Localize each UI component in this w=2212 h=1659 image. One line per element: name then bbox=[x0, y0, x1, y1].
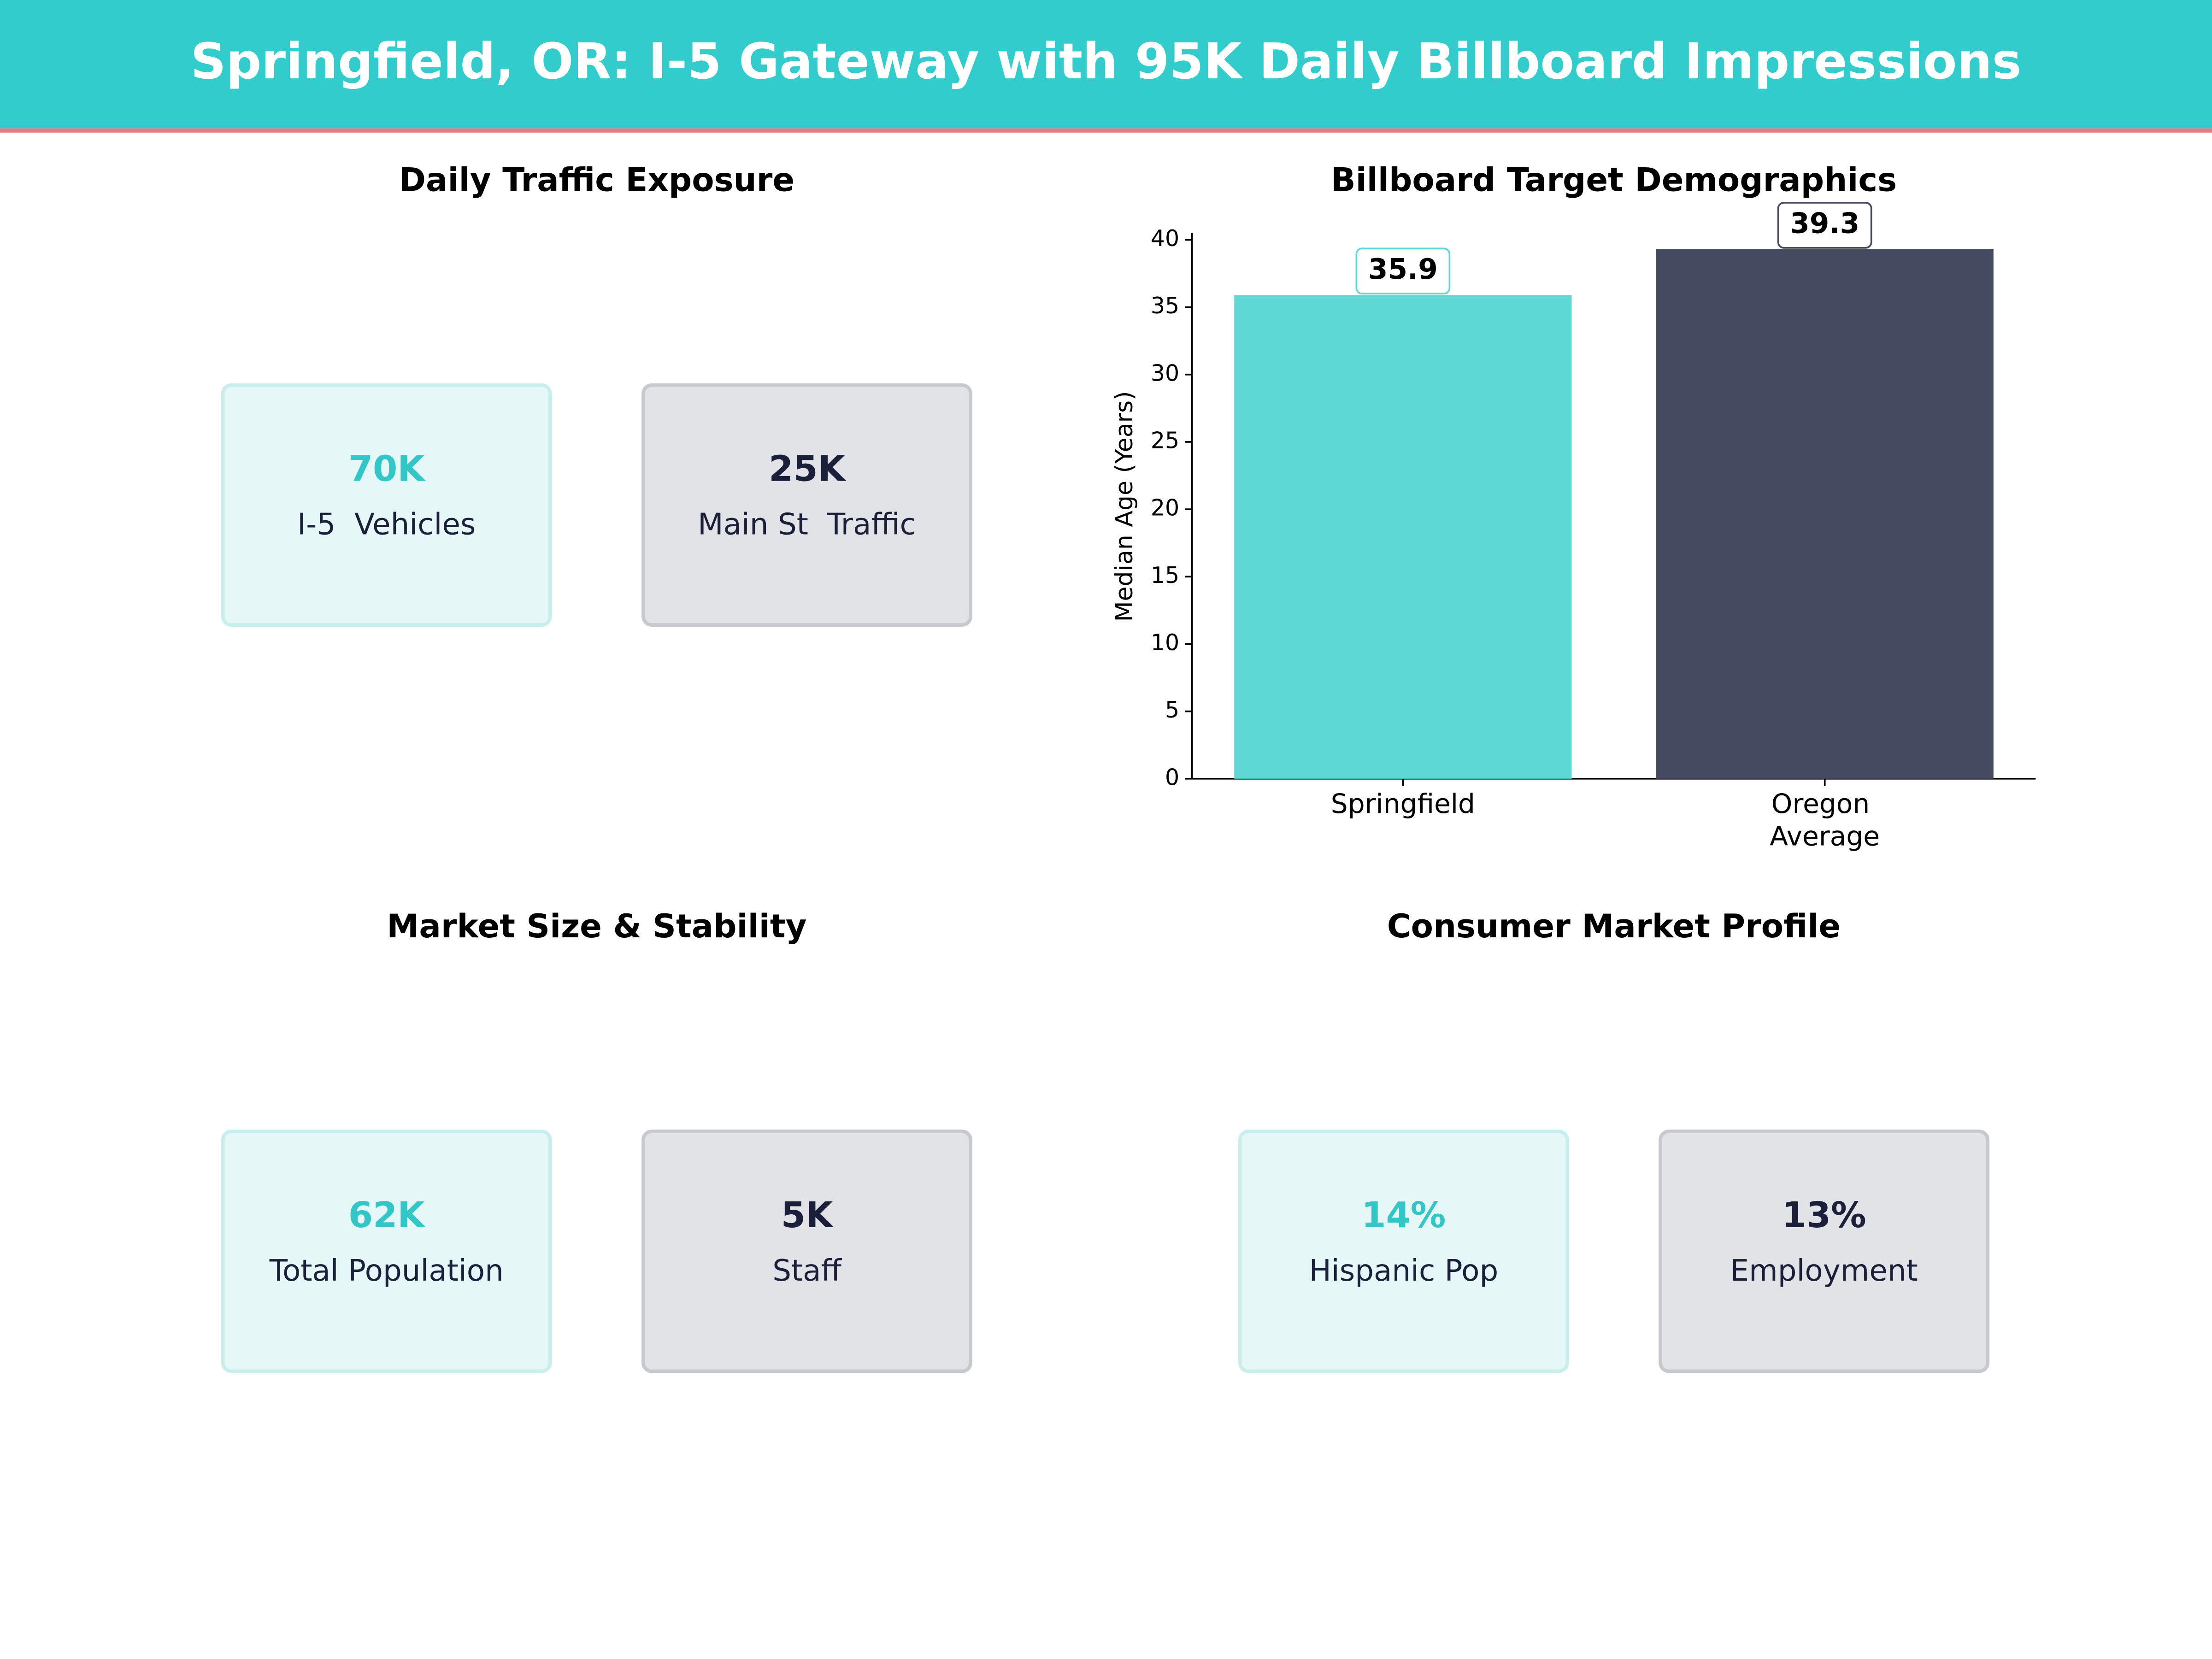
y-tick-label: 30 bbox=[1151, 360, 1179, 386]
y-tick-label: 10 bbox=[1151, 629, 1179, 656]
x-tick-label: Springfield bbox=[1331, 788, 1475, 819]
kpi-card bbox=[641, 1130, 972, 1373]
kpi-value: 25K bbox=[769, 448, 846, 489]
kpi-label: Hispanic Pop bbox=[1309, 1253, 1499, 1288]
kpi-value: 14% bbox=[1361, 1195, 1446, 1236]
y-axis-label: Median Age (Years) bbox=[1111, 391, 1138, 622]
header-rule bbox=[0, 128, 2212, 133]
x-tick-label: Oregon Average bbox=[1770, 788, 1880, 852]
value-label: 35.9 bbox=[1368, 253, 1438, 286]
kpi-label: Employment bbox=[1730, 1253, 1918, 1288]
kpi-card bbox=[1659, 1130, 1990, 1373]
y-tick-label: 20 bbox=[1151, 495, 1179, 521]
bar bbox=[1234, 295, 1572, 779]
panel-title: Consumer Market Profile bbox=[1387, 907, 1841, 945]
kpi-value: 70K bbox=[348, 448, 426, 489]
panel-title: Market Size & Stability bbox=[387, 907, 806, 945]
chart-title: Billboard Target Demographics bbox=[1331, 161, 1897, 199]
bar bbox=[1656, 249, 1994, 779]
kpi-label: Main St Traffic bbox=[698, 507, 916, 541]
page-title: Springfield, OR: I-5 Gateway with 95K Da… bbox=[190, 33, 2021, 90]
value-label: 39.3 bbox=[1790, 207, 1859, 240]
y-tick-label: 0 bbox=[1165, 764, 1179, 790]
kpi-card bbox=[221, 1130, 552, 1373]
kpi-value: 62K bbox=[348, 1195, 426, 1236]
kpi-card bbox=[641, 383, 972, 627]
y-tick-label: 40 bbox=[1151, 225, 1179, 252]
kpi-value: 5K bbox=[781, 1195, 834, 1236]
kpi-label: Staff bbox=[772, 1253, 842, 1288]
kpi-label: Total Population bbox=[269, 1253, 504, 1288]
y-tick-label: 5 bbox=[1165, 697, 1179, 723]
value-label-box bbox=[1777, 202, 1872, 249]
y-tick-label: 35 bbox=[1151, 293, 1179, 319]
kpi-label: I-5 Vehicles bbox=[297, 507, 476, 541]
panel-title: Daily Traffic Exposure bbox=[399, 161, 795, 199]
header-bar bbox=[0, 0, 2212, 129]
kpi-card bbox=[1238, 1130, 1569, 1373]
value-label-box bbox=[1355, 247, 1451, 295]
y-tick-label: 15 bbox=[1151, 562, 1179, 588]
kpi-value: 13% bbox=[1782, 1195, 1866, 1236]
kpi-card bbox=[221, 383, 552, 627]
y-tick-label: 25 bbox=[1151, 427, 1179, 453]
